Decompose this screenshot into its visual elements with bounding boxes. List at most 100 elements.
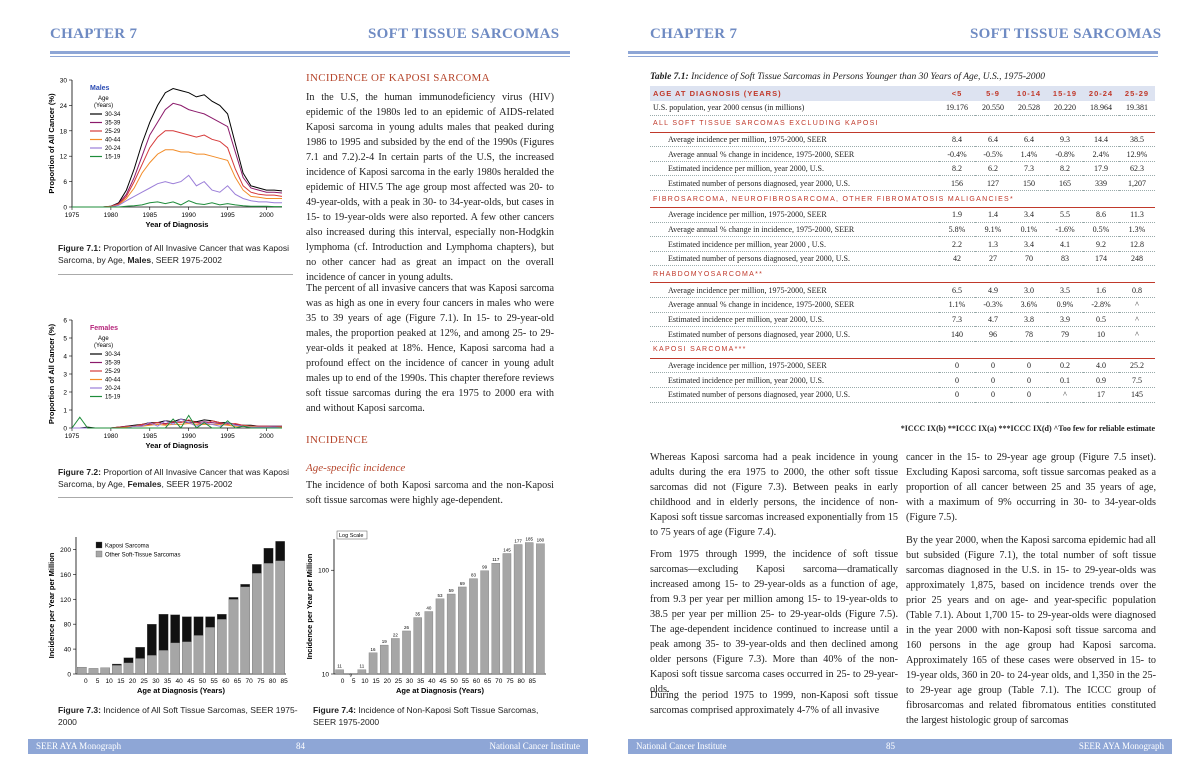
y-tick-label: 160	[60, 572, 71, 579]
legend-label: Kaposi Sarcoma	[105, 544, 150, 550]
table-cell: 9.1%	[975, 222, 1011, 238]
table-cell: 42	[939, 251, 975, 267]
bar-Kaposi Sarcoma	[170, 614, 180, 644]
bar	[446, 593, 456, 675]
y-axis-label: Proportion of All Cancer (%)	[47, 93, 56, 194]
table-row-label: Average incidence per million, 1975-2000…	[650, 132, 939, 148]
table-section-row: KAPOSI SARCOMA***	[650, 341, 1155, 359]
table-row: Estimated incidence per million, year 20…	[650, 161, 1155, 177]
y-tick-label: 40	[64, 647, 72, 654]
table-row-label: Estimated number of persons diagnosed, y…	[650, 326, 939, 342]
x-tick-label: 1980	[104, 433, 119, 440]
x-tick-label: 15	[372, 678, 380, 685]
table-cell: 1.4%	[1011, 146, 1047, 162]
table-header-cell: 15-19	[1047, 86, 1083, 101]
table-row: Estimated number of persons diagnosed, y…	[650, 175, 1155, 192]
y-tick-label: 100	[318, 568, 329, 575]
bar	[458, 586, 467, 675]
table-row-label: Average annual % change in incidence, 19…	[650, 222, 939, 238]
legend-label: 40-44	[105, 378, 121, 384]
bar-Kaposi Sarcoma	[112, 663, 122, 666]
table-cell: 0	[939, 387, 975, 403]
table-7-1-title: Table 7.1: Incidence of Soft Tissue Sarc…	[650, 72, 1046, 82]
table-cell: 70	[1011, 251, 1047, 267]
table-cell: 0.1%	[1011, 222, 1047, 238]
table-cell: 6.5	[939, 282, 975, 299]
footer-page-number: 85	[886, 741, 895, 751]
table-section-label: RHABDOMYOSARCOMA**	[650, 265, 1155, 284]
table-cell: ^	[1119, 326, 1155, 342]
bar	[536, 543, 545, 675]
table-cell: 17.9	[1083, 161, 1119, 177]
bar-Other Soft-Tissue Sarcomas	[228, 599, 239, 675]
bar-Other Soft-Tissue Sarcomas	[135, 658, 145, 675]
table-header-row: AGE AT DIAGNOSIS (YEARS) <5 5-9 10-14 15-19 2…	[650, 86, 1155, 101]
y-tick-label: 0	[63, 205, 67, 212]
x-tick-label: 30	[406, 678, 414, 685]
x-tick-label: 0	[84, 678, 88, 685]
legend-label: Log Scale	[339, 533, 363, 539]
x-tick-label: 85	[529, 678, 537, 685]
table-cell: 4.0	[1083, 358, 1119, 374]
legend-label: 35-39	[105, 121, 121, 127]
table-cell: 2.4%	[1083, 146, 1119, 162]
table-cell: 27	[975, 251, 1011, 267]
x-tick-label: 1980	[104, 212, 119, 219]
x-tick-label: 15	[117, 678, 125, 685]
footer-right-text: SEER AYA Monograph	[1078, 741, 1164, 751]
x-axis-label: Year of Diagnosis	[146, 441, 209, 450]
table-cell: 0.9	[1083, 372, 1119, 388]
bar	[379, 644, 389, 675]
figure-7-3: 0 40 80 120 160 200 0 5 10 15 20 25 30 35 40 45 50 55 60 65…	[42, 525, 297, 700]
table-cell: 19.176	[939, 100, 975, 116]
data-label: 35	[415, 612, 421, 617]
table-header-cell: 20-24	[1083, 86, 1119, 101]
bar-Other Soft-Tissue Sarcomas	[182, 641, 192, 675]
table-cell: 83	[1047, 251, 1083, 267]
legend-label: 40-44	[105, 138, 121, 144]
table-cell: 18.964	[1083, 100, 1119, 116]
table-cell: 0	[1011, 358, 1047, 374]
table-cell: 0	[975, 387, 1011, 403]
x-tick-label: 75	[506, 678, 514, 685]
x-tick-label: 0	[341, 678, 345, 685]
y-tick-label: 80	[64, 622, 72, 629]
bar	[335, 669, 344, 675]
table-cell: 1,207	[1119, 175, 1155, 192]
paragraph-3: The incidence of both Kaposi sarcoma and…	[306, 480, 554, 506]
table-cell: 20.550	[975, 100, 1011, 116]
right-header-title: SOFT TISSUE SARCOMAS	[970, 26, 1162, 42]
x-tick-label: 1975	[65, 212, 80, 219]
data-label: 177	[514, 539, 522, 544]
header-rule-thin	[628, 56, 1158, 57]
legend-label: 20-24	[105, 146, 121, 152]
table-cell: 4.7	[975, 312, 1011, 328]
bar-Other Soft-Tissue Sarcomas	[240, 586, 250, 675]
legend-label: 30-34	[105, 352, 121, 358]
table-cell: 8.6	[1083, 207, 1119, 223]
data-label: 99	[482, 565, 488, 570]
legend-swatch	[95, 541, 103, 549]
legend-label: 20-24	[105, 386, 121, 392]
table-cell: 0.1	[1047, 372, 1083, 388]
legend-label: Other Soft-Tissue Sarcomas	[105, 553, 180, 559]
table-cell: 156	[939, 175, 975, 192]
data-label: 69	[460, 581, 466, 586]
table-cell: 20.220	[1047, 100, 1083, 116]
x-tick-label: 2000	[259, 212, 274, 219]
figure-7-2-caption: Figure 7.2: Proportion of All Invasive C…	[58, 467, 290, 489]
x-tick-label: 10	[361, 678, 369, 685]
header-rule	[50, 51, 570, 54]
x-axis-label: Age at Diagnosis (Years)	[137, 686, 225, 695]
bar	[402, 630, 411, 675]
y-tick-label: 4	[63, 354, 67, 361]
table-cell: 9.2	[1083, 236, 1119, 252]
table-header-cell: 25-29	[1119, 86, 1155, 101]
table-cell: 140	[939, 326, 975, 342]
x-tick-label: 1995	[220, 212, 235, 219]
table-cell: -0.4%	[939, 146, 975, 162]
table-row-label: Average annual % change in incidence, 19…	[650, 297, 939, 313]
right-header-chapter: CHAPTER 7	[650, 26, 738, 42]
x-tick-label: 2000	[259, 433, 274, 440]
table-cell: 150	[1011, 175, 1047, 192]
